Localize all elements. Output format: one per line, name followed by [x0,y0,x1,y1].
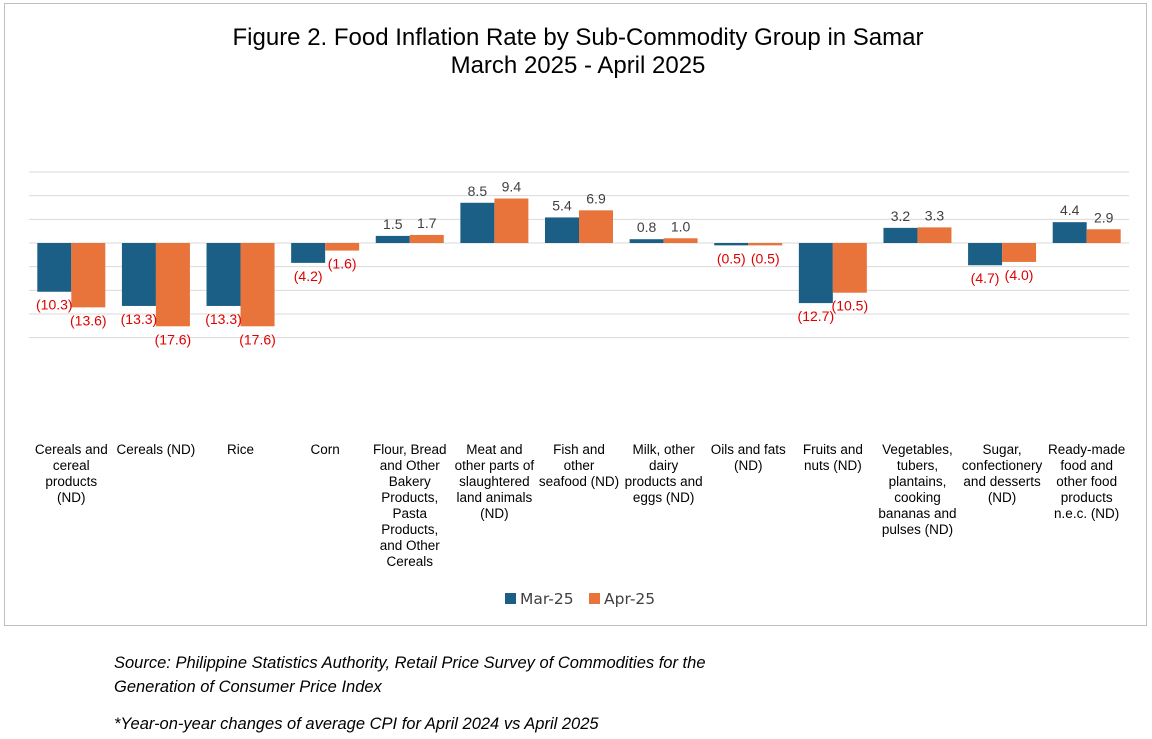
data-label: 6.9 [586,190,606,206]
legend-label: Mar-25 [520,590,574,608]
bar-apr-25 [917,227,952,243]
category-label: Cereals and cereal products (ND) [35,442,108,505]
bar-mar-25 [883,227,918,243]
bar-apr-25 [325,243,360,251]
category-label: Sugar, confectionery and desserts (ND) [962,442,1043,505]
category-label: Vegetables, tubers, plantains, cooking banan… [878,442,956,537]
data-label: 9.4 [502,179,522,195]
data-label: 1.0 [671,218,691,234]
bar-mar-25 [375,235,410,243]
data-label: 3.3 [925,207,945,223]
category-label: Cereals (ND) [117,442,196,457]
category-labels: Cereals and cereal products (ND) Cereals (ND… [35,442,1125,569]
gridlines [29,171,1129,339]
category-label: Meat and other parts of slaughtered land an… [455,442,535,521]
bar-apr-25 [1086,229,1121,243]
bar-apr-25 [748,243,783,246]
data-label: 1.5 [383,216,403,232]
chart-title: Figure 2. Food Inflation Rate by Sub-Com… [233,24,924,51]
category-label: Fruits and nuts (ND) [803,442,863,473]
category-label: Flour, Bread and Other Bakery Products, Past… [373,442,447,569]
bar-mar-25 [206,243,241,306]
legend-swatch [505,593,516,604]
bar-apr-25 [494,198,529,243]
bar-chart: Figure 2. Food Inflation Rate by Sub-Com… [29,24,1129,608]
category-label: Rice [227,442,254,457]
category-label: Fish and other seafood (ND) [539,442,619,489]
category-label: Corn [311,442,340,457]
bar-mar-25 [629,239,664,243]
source-line-1: Source: Philippine Statistics Authority,… [114,654,706,672]
bar-mar-25 [545,217,579,243]
bar-mar-25 [714,243,749,246]
footnote: *Year-on-year changes of average CPI for… [114,715,599,733]
legend-label: Apr-25 [604,590,655,608]
bars [37,198,1121,327]
bar-mar-25 [37,243,72,292]
data-label: 2.9 [1094,209,1114,225]
data-label: 5.4 [552,197,572,213]
data-label: 3.2 [891,208,911,224]
chart-subtitle: March 2025 - April 2025 [451,52,706,79]
bar-mar-25 [291,243,326,263]
bar-apr-25 [155,243,190,327]
data-label: (0.5) [717,250,746,266]
legend-swatch [589,593,600,604]
bar-mar-25 [798,243,833,304]
data-label: (10.3) [36,297,73,313]
data-label: (13.3) [205,311,242,327]
data-labels: (10.3)(13.6) (13.3) (17.6) (13.3) (17.6) (4.2… [36,179,1114,348]
bar-apr-25 [1002,243,1037,262]
category-label: Ready-made food and other food products n.e.… [1048,442,1125,521]
legend: Mar-25 Apr-25 [505,590,655,608]
data-label: 8.5 [468,183,488,199]
data-label: (1.6) [328,256,357,272]
data-label: (4.7) [971,270,1000,286]
bar-apr-25 [663,238,698,243]
data-label: (17.6) [155,331,192,347]
bar-apr-25 [71,243,106,308]
data-label: (17.6) [239,331,276,347]
bar-apr-25 [240,243,275,327]
category-label: Oils and fats (ND) [711,442,786,473]
bar-apr-25 [832,243,867,293]
data-label: 4.4 [1060,202,1080,218]
data-label: (12.7) [798,308,835,324]
bar-mar-25 [968,243,1003,266]
category-label: Milk, other dairy products and eggs (ND) [625,442,703,505]
bar-mar-25 [1052,222,1087,243]
data-label: (4.0) [1005,267,1034,283]
bar-mar-25 [460,202,495,243]
data-label: (10.5) [832,298,869,314]
source-line-2: Generation of Consumer Price Index [114,678,382,696]
bar-apr-25 [579,210,613,243]
data-label: (13.3) [121,311,158,327]
bar-mar-25 [121,243,156,306]
data-label: (13.6) [70,312,107,328]
chart-container: Figure 2. Food Inflation Rate by Sub-Com… [4,3,1147,626]
data-label: (4.2) [294,268,323,284]
data-label: 1.7 [417,215,437,231]
data-label: 0.8 [637,219,657,235]
bar-apr-25 [409,234,444,243]
data-label: (0.5) [751,250,780,266]
